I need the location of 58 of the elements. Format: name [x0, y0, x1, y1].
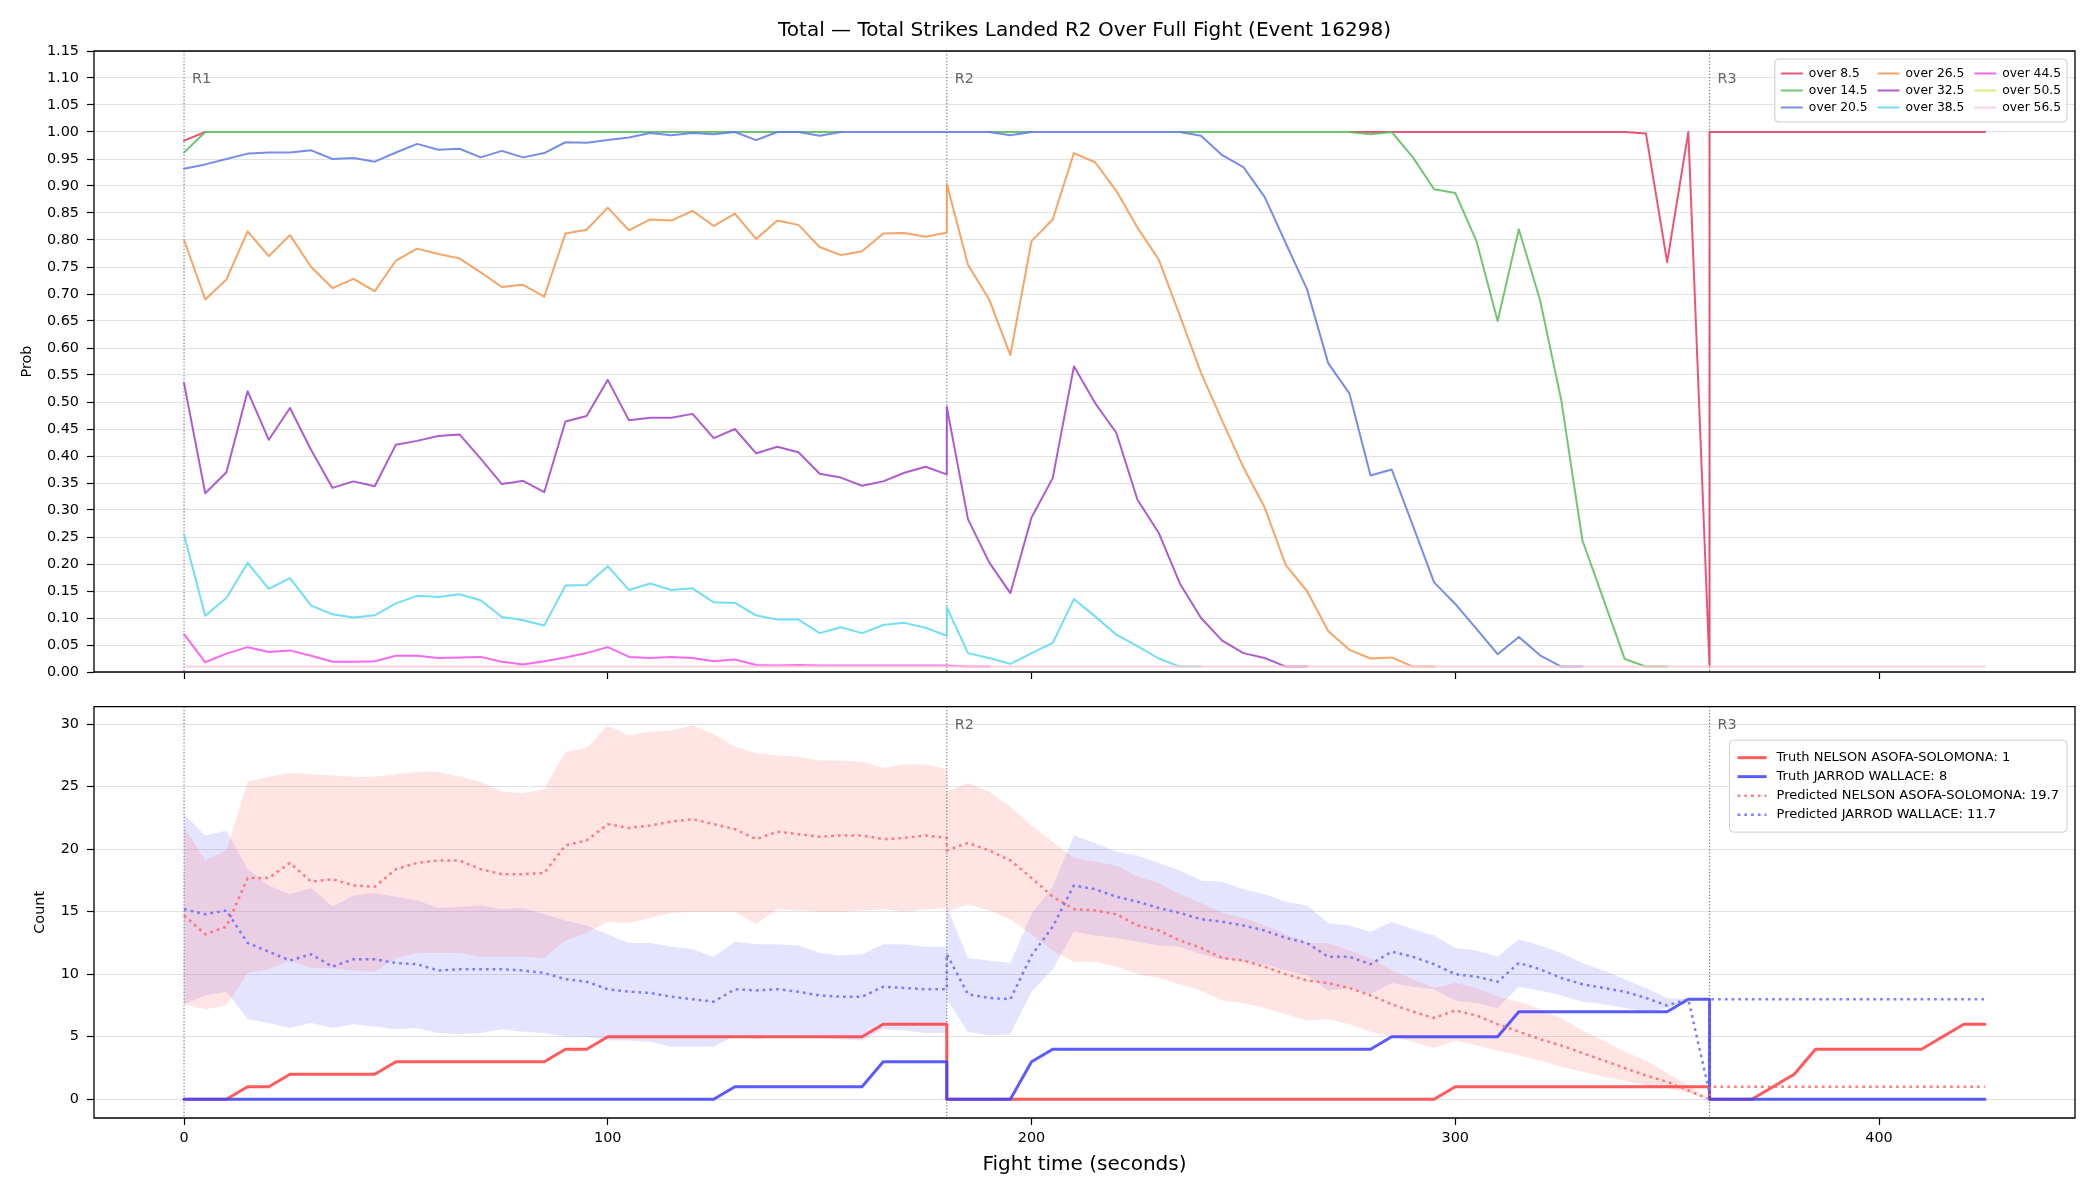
legend-label: over 56.5 — [2002, 99, 2062, 114]
y-tick-label: 1.00 — [46, 122, 79, 139]
y-tick-label: 0.30 — [46, 500, 79, 517]
chart-title: Total — Total Strikes Landed R2 Over Full Fight (Event 16298) — [777, 17, 1391, 42]
x-tick-label: 300 — [1441, 1129, 1470, 1146]
y-tick-label: 0.70 — [46, 284, 79, 301]
y-tick-label: 25 — [60, 777, 79, 794]
legend-label: over 38.5 — [1905, 99, 1965, 114]
y-tick-label: 0.35 — [46, 473, 79, 490]
y-tick-label: 1.10 — [46, 68, 79, 85]
legend-label: over 32.5 — [1905, 82, 1965, 97]
ref-line-label: R3 — [1717, 69, 1737, 86]
y-tick-label: 0.45 — [46, 419, 79, 436]
y-tick-label: 0 — [69, 1089, 79, 1106]
y-tick-label: 0.75 — [46, 257, 79, 274]
y-tick-label: 0.20 — [46, 554, 79, 571]
y-tick-label: 1.15 — [46, 41, 79, 58]
legend-label: Truth JARROD WALLACE: 8 — [1775, 768, 1948, 784]
y-tick-label: 5 — [69, 1027, 79, 1044]
y-tick-label: 10 — [60, 964, 79, 981]
legend-label: Truth NELSON ASOFA-SOLOMONA: 1 — [1775, 749, 2011, 765]
y-tick-label: 0.80 — [46, 230, 79, 247]
y-tick-label: 30 — [60, 714, 79, 731]
y-tick-label: 20 — [60, 839, 79, 856]
legend-label: Predicted NELSON ASOFA-SOLOMONA: 19.7 — [1776, 787, 2059, 803]
y-tick-label: 15 — [60, 902, 79, 919]
y-tick-label: 0.90 — [46, 176, 79, 193]
y-tick-label: 0.25 — [46, 527, 79, 544]
legend-label: over 44.5 — [2002, 65, 2062, 80]
legend-label: over 50.5 — [2002, 82, 2062, 97]
x-axis-title: Fight time (seconds) — [982, 1151, 1187, 1176]
y-tick-label: 0.00 — [46, 662, 79, 679]
legend-label: over 8.5 — [1808, 65, 1860, 80]
y-tick-label: 0.95 — [46, 149, 79, 166]
y-tick-label: 0.40 — [46, 446, 79, 463]
y-tick-label: 0.85 — [46, 203, 79, 220]
x-tick-label: 0 — [179, 1129, 189, 1146]
legend-label: over 20.5 — [1808, 99, 1868, 114]
x-tick-label: 200 — [1017, 1129, 1046, 1146]
ref-line-label: R2 — [954, 715, 974, 732]
y-tick-label: 1.05 — [46, 95, 79, 112]
ref-line-label: R1 — [192, 69, 212, 86]
x-tick-label: 400 — [1865, 1129, 1893, 1146]
y-axis-title: Prob — [17, 345, 34, 378]
legend-label: over 14.5 — [1808, 82, 1868, 97]
y-tick-label: 0.65 — [46, 311, 79, 328]
y-tick-label: 0.55 — [46, 365, 79, 382]
x-tick-label: 100 — [594, 1129, 622, 1146]
y-axis-title: Count — [31, 890, 48, 934]
y-tick-label: 0.15 — [46, 581, 79, 598]
legend-label: Predicted JARROD WALLACE: 11.7 — [1776, 806, 1996, 822]
ref-line-label: R2 — [954, 69, 974, 86]
legend-label: over 26.5 — [1905, 65, 1965, 80]
y-tick-label: 0.10 — [46, 608, 79, 625]
y-tick-label: 0.60 — [46, 338, 79, 355]
y-tick-label: 0.05 — [46, 635, 79, 652]
y-tick-label: 0.50 — [46, 392, 79, 409]
ref-line-label: R3 — [1717, 715, 1737, 732]
